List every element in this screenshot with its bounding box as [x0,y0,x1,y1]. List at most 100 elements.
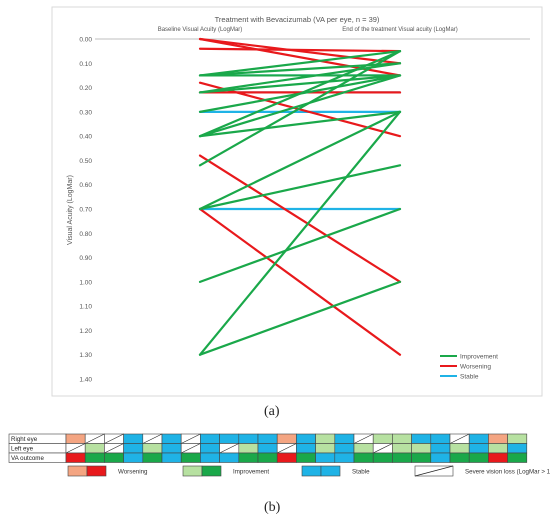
y-tick-label: 0.00 [79,37,92,44]
table-cell [123,452,144,463]
severe-loss-slash [353,433,374,444]
severe-loss-slash [142,433,163,444]
y-tick-label: 0.60 [79,182,92,189]
severe-loss-slash [449,433,470,444]
y-tick-label: 1.30 [79,352,92,359]
series-line-improvement [198,50,402,138]
legend-swatch [301,465,322,477]
severe-loss-slash [85,433,105,444]
table-cell [219,433,240,444]
table-legend-label: Stable [352,469,370,476]
table-cell [238,433,259,444]
table-cell [392,452,412,463]
legend-swatch [201,465,222,477]
series-line-worsening [198,47,402,53]
table-cell [315,443,336,454]
legend-label: Worsening [460,364,491,371]
table-cell [372,433,393,444]
y-tick-label: 1.40 [79,377,92,384]
series-line-improvement [198,110,402,211]
table-cell [200,452,220,463]
table-cell [334,433,355,444]
legend-label: Improvement [460,354,498,361]
table-cell [468,433,489,444]
table-cell [488,452,508,463]
y-tick-labels: 0.00 0.10 0.20 0.30 0.40 0.50 0.60 0.70 0.80 0.90… [79,37,92,384]
y-tick-label: 1.00 [79,279,92,286]
table-cell [468,443,489,454]
table-cell [488,443,508,454]
severe-loss-slash [277,443,297,454]
table-cell [161,443,182,454]
legend-swatch [182,465,203,477]
y-tick-label: 0.20 [79,85,92,92]
table-cell [257,452,278,463]
series-line-improvement [198,50,402,167]
table-row-label: Left eye [11,446,34,453]
table-legend-label: Severe vision loss (LogMar > 1.6) [465,469,550,476]
series-line-worsening [198,207,402,356]
category-label-end: End of the treatment Visual acuity (LogM… [342,27,458,33]
series-line-improvement [198,207,402,283]
table-cell [200,443,220,454]
table-row-label: VA outcome [11,455,44,462]
severe-loss-slash [373,443,393,454]
y-tick-label: 0.90 [79,255,92,262]
series-line-improvement [198,74,402,94]
table-cell [468,452,489,463]
severe-loss-slash [104,433,124,444]
legend-swatch [86,465,107,477]
table-legend-label: Improvement [233,469,269,476]
table-cell [334,443,355,454]
table-cell [296,452,316,463]
table-cell [372,452,393,463]
table-cell [507,433,528,444]
table-cell [430,433,451,444]
table-cell [411,433,432,444]
y-tick-label: 0.40 [79,134,92,141]
table-cell [507,443,528,454]
y-tick-label: 0.50 [79,158,92,165]
series-line-improvement [198,280,402,356]
y-tick-label: 0.80 [79,231,92,238]
table-cell [507,452,528,463]
category-label-baseline: Baseline Visual Acuity (LogMar) [158,27,243,33]
table-cell [161,433,182,444]
severe-loss-slash [219,443,239,454]
table-cell [315,452,336,463]
table-cell [180,452,201,463]
table-cell [449,443,470,454]
table-cell [411,452,432,463]
table-cell [353,452,374,463]
severe-loss-slash [104,443,124,454]
table-cell [449,452,470,463]
y-tick-label: 0.70 [79,207,92,214]
table-cell [104,452,124,463]
table-cell [334,452,355,463]
severe-loss-slash [181,443,201,454]
y-tick-label: 1.10 [79,304,92,311]
table-legend-label: Worsening [118,469,148,476]
chart-a-frame [51,6,543,397]
series-line-improvement [198,62,402,94]
series-line-improvement [198,74,402,138]
y-tick-label: 1.20 [79,328,92,335]
severe-loss-slash [65,443,86,454]
table-cell [219,452,240,463]
table-cell [142,443,163,454]
table-cell [430,443,451,454]
legend-label: Stable [460,374,479,381]
table-cell [276,452,297,463]
legend-swatch [320,465,341,477]
series-line-worsening [198,37,402,65]
series-line-improvement [198,164,402,211]
table-cell [276,433,297,444]
outcome-table: Right eye Left eye VA outcome [8,433,528,463]
series-lines [198,37,402,356]
table-cell [123,443,144,454]
table-cell [123,433,144,444]
table-cell [392,433,412,444]
table-cell [296,443,316,454]
table-cell [161,452,182,463]
